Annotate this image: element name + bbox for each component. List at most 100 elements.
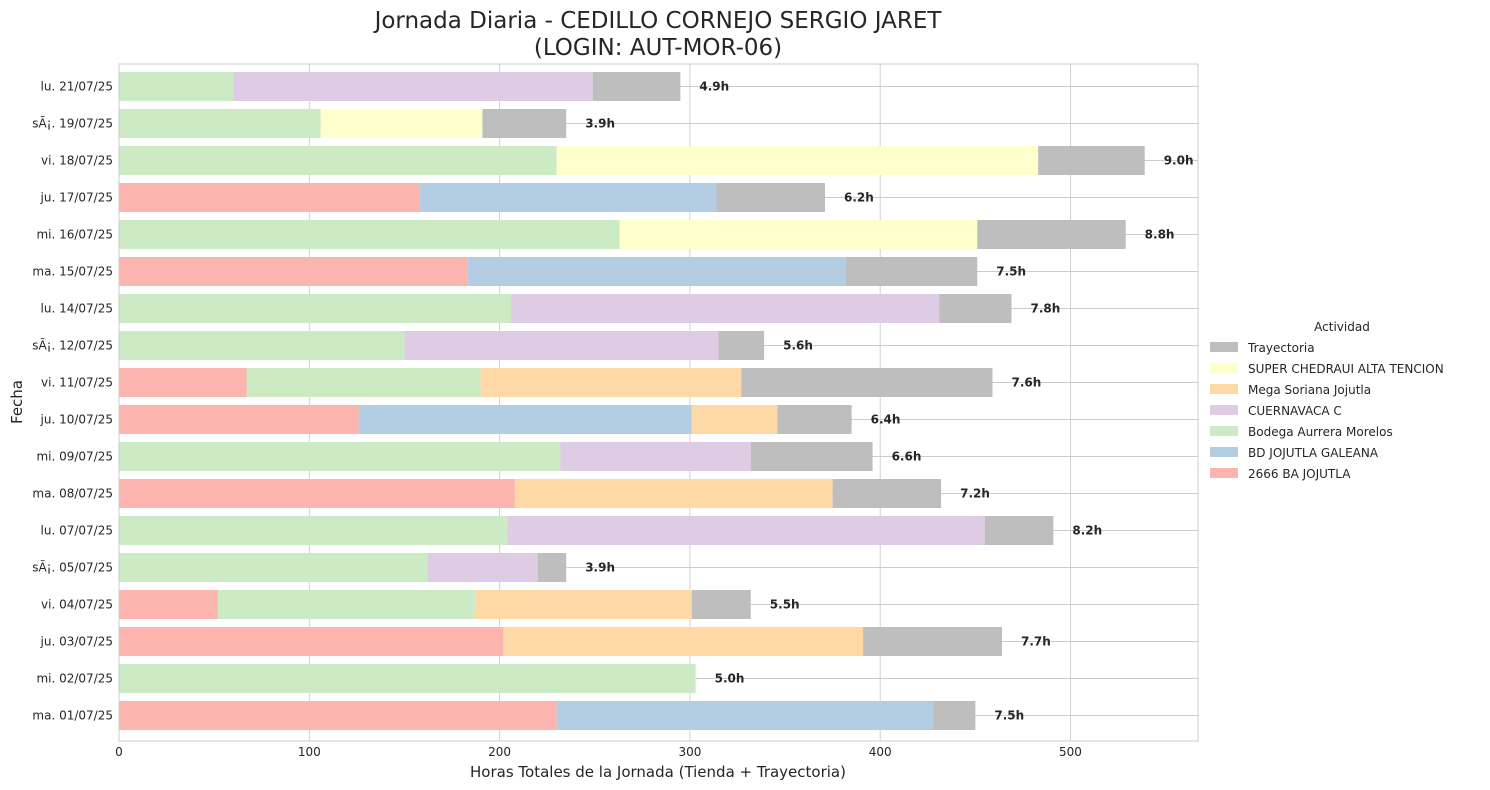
bar-segment xyxy=(119,442,561,471)
bars xyxy=(119,72,1145,730)
bar-segment xyxy=(691,590,751,619)
total-label: 5.0h xyxy=(715,672,745,686)
bar-segment xyxy=(119,146,557,175)
x-tick-label: 300 xyxy=(678,745,701,759)
total-label: 6.4h xyxy=(871,413,901,427)
bar-segment xyxy=(233,72,593,101)
bar-segment xyxy=(404,331,719,360)
total-label: 7.6h xyxy=(1011,376,1041,390)
y-tick-label: ma. 15/07/25 xyxy=(32,265,113,279)
bar-segment xyxy=(119,664,696,693)
bar-segment xyxy=(119,701,557,730)
bar-segment xyxy=(691,405,778,434)
bar-segment xyxy=(718,331,765,360)
bar-segment xyxy=(619,220,978,249)
total-label: 9.0h xyxy=(1164,154,1194,168)
total-label: 6.6h xyxy=(892,450,922,464)
bar-segment xyxy=(592,72,681,101)
total-label: 5.5h xyxy=(770,598,800,612)
bar-segment xyxy=(845,257,978,286)
legend: Actividad Trayectoria SUPER CHEDRAUI ALTA… xyxy=(1210,320,1444,481)
bar-segment xyxy=(119,183,420,212)
bar-segment xyxy=(863,627,1002,656)
legend-swatch xyxy=(1210,363,1238,373)
x-tick-label: 400 xyxy=(869,745,892,759)
y-tick-label: vi. 18/07/25 xyxy=(41,154,113,168)
y-tick-label: ju. 03/07/25 xyxy=(40,635,113,649)
total-label: 5.6h xyxy=(783,339,813,353)
x-axis-label: Horas Totales de la Jornada (Tienda + Tr… xyxy=(470,763,846,781)
total-label: 3.9h xyxy=(585,117,615,131)
bar-segment xyxy=(119,109,321,138)
y-tick-label: mi. 16/07/25 xyxy=(36,228,113,242)
total-label: 3.9h xyxy=(585,561,615,575)
x-tick-label: 100 xyxy=(298,745,321,759)
bar-segment xyxy=(1038,146,1145,175)
y-tick-label: vi. 04/07/25 xyxy=(41,598,113,612)
y-tick-label: lu. 07/07/25 xyxy=(41,524,113,538)
bar-segment xyxy=(119,479,515,508)
bar-segment xyxy=(217,590,475,619)
bar-segment xyxy=(119,257,468,286)
bar-segment xyxy=(474,590,692,619)
chart-subtitle: (LOGIN: AUT-MOR-06) xyxy=(534,35,782,61)
bar-segment xyxy=(556,146,1039,175)
total-labels: 4.9h 3.9h 9.0h 6.2h 8.8h 7.5h 7.8h 5.6h 7.6h 6.4h… xyxy=(585,80,1193,723)
chart-title: Jornada Diaria - CEDILLO CORNEJO SERGIO … xyxy=(373,8,943,34)
bar-segment xyxy=(119,368,247,397)
legend-swatch xyxy=(1210,384,1238,394)
total-label: 7.2h xyxy=(960,487,990,501)
x-tick-label: 500 xyxy=(1059,745,1082,759)
total-label: 8.8h xyxy=(1145,228,1175,242)
bar-segment xyxy=(119,627,504,656)
plot-frame xyxy=(118,63,1199,742)
x-tick-label: 200 xyxy=(488,745,511,759)
y-tick-label: sÃ¡. 12/07/25 xyxy=(32,338,113,353)
bar-segment xyxy=(119,72,234,101)
bar-segment xyxy=(246,368,481,397)
total-label: 7.5h xyxy=(994,709,1024,723)
legend-label: Trayectoria xyxy=(1247,341,1315,355)
bar-segment xyxy=(119,220,620,249)
legend-label: Bodega Aurrera Morelos xyxy=(1248,425,1393,439)
bar-segment xyxy=(467,257,846,286)
total-label: 7.7h xyxy=(1021,635,1051,649)
bar-segment xyxy=(977,220,1126,249)
y-tick-label: mi. 09/07/25 xyxy=(36,450,113,464)
bar-segment xyxy=(514,479,833,508)
legend-swatch xyxy=(1210,447,1238,457)
y-tick-label: lu. 14/07/25 xyxy=(41,302,113,316)
y-tick-label: mi. 02/07/25 xyxy=(36,672,113,686)
legend-label: BD JOJUTLA GALEANA xyxy=(1248,446,1379,460)
y-tick-label: ma. 08/07/25 xyxy=(32,487,113,501)
total-label: 4.9h xyxy=(699,80,729,94)
bar-segment xyxy=(750,442,873,471)
y-axis-label: Fecha xyxy=(8,380,26,424)
y-axis-ticks: lu. 21/07/25 sÃ¡. 19/07/25 vi. 18/07/25 ju.… xyxy=(32,80,113,723)
bar-segment xyxy=(507,516,985,545)
bar-segment xyxy=(482,109,567,138)
bar-segment xyxy=(511,294,940,323)
legend-swatch xyxy=(1210,426,1238,436)
bar-segment xyxy=(556,701,934,730)
x-axis-ticks: 0 100 200 300 400 500 xyxy=(115,745,1082,759)
bar-segment xyxy=(427,553,538,582)
bar-segment xyxy=(832,479,942,508)
y-tick-label: sÃ¡. 05/07/25 xyxy=(32,560,113,575)
legend-label: SUPER CHEDRAUI ALTA TENCION xyxy=(1248,362,1444,376)
legend-label: 2666 BA JOJUTLA xyxy=(1248,467,1351,481)
bar-segment xyxy=(560,442,751,471)
x-tick-label: 0 xyxy=(115,745,123,759)
legend-label: Mega Soriana Jojutla xyxy=(1248,383,1371,397)
bar-segment xyxy=(741,368,993,397)
legend-title: Actividad xyxy=(1314,320,1370,334)
total-label: 8.2h xyxy=(1072,524,1102,538)
bar-segment xyxy=(358,405,692,434)
bar-segment xyxy=(939,294,1012,323)
bar-segment xyxy=(984,516,1054,545)
bar-segment xyxy=(480,368,742,397)
y-tick-label: lu. 21/07/25 xyxy=(41,80,113,94)
y-tick-label: ju. 17/07/25 xyxy=(40,191,113,205)
total-label: 6.2h xyxy=(844,191,874,205)
